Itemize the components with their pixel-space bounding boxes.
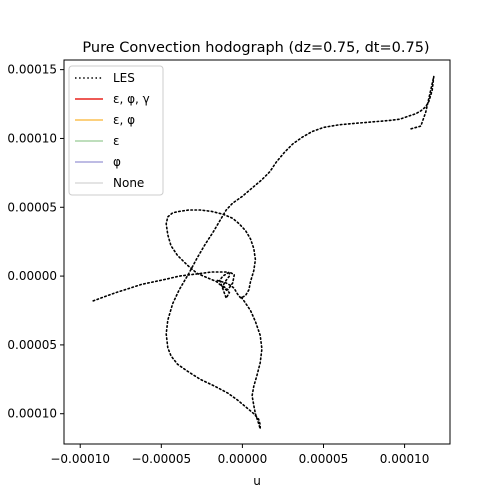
legend-label: ε [113, 134, 120, 148]
y-tick-label: 0.00000 [7, 269, 57, 283]
x-tick-label: −0.00005 [131, 452, 191, 466]
y-tick-label: 0.00010 [7, 131, 57, 145]
x-tick-label: 0.00000 [218, 452, 268, 466]
x-tick-label: 0.00005 [299, 452, 349, 466]
legend-label: LES [113, 71, 135, 85]
y-tick-label: 0.00015 [7, 63, 57, 77]
series-line-les-1 [165, 75, 435, 430]
chart-title: Pure Convection hodograph (dz=0.75, dt=0… [82, 40, 429, 56]
x-axis-label: u [253, 474, 261, 488]
legend-label: None [113, 176, 144, 190]
y-tick-label: 0.00010 [7, 407, 57, 421]
series-layer [92, 75, 435, 430]
x-axis-ticks: −0.00010 −0.00005 0.00000 0.00005 0.00010 [50, 444, 429, 466]
x-tick-label: −0.00010 [50, 452, 110, 466]
legend-items: LES ε, φ, γ ε, φ εφ None [75, 71, 150, 190]
y-tick-label: 0.00005 [7, 338, 57, 352]
series-line-les-2 [92, 209, 257, 302]
x-tick-label: 0.00010 [380, 452, 430, 466]
plot-area-frame [63, 59, 451, 445]
legend-label: ε, φ, γ [113, 92, 150, 106]
legend: LES ε, φ, γ ε, φ εφ None [68, 65, 164, 196]
y-axis-ticks: 0.00010 0.00005 0.00000 0.00005 0.00010 0.000… [7, 63, 64, 421]
y-tick-label: 0.00005 [7, 200, 57, 214]
legend-label: φ [113, 155, 121, 169]
legend-label: ε, φ [113, 113, 135, 127]
